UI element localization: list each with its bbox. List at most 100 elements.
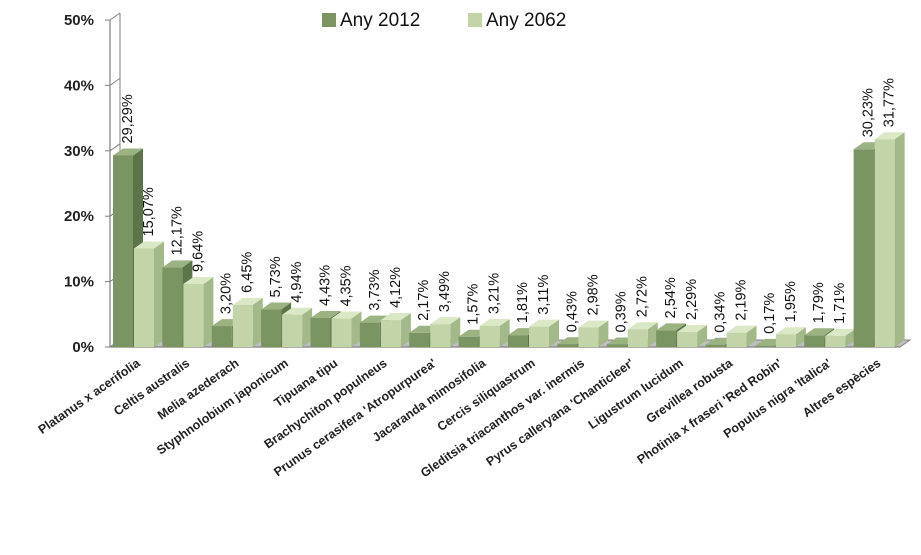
bar-2012-top [310, 311, 341, 319]
bar-2012-top [656, 323, 687, 331]
data-label-2012: 0,34% [713, 292, 729, 333]
y-tick-depth-line [109, 12, 121, 21]
bar-2012 [705, 344, 726, 347]
data-label-2012: 0,17% [762, 293, 778, 334]
bar-2062-side [894, 132, 905, 347]
bar-2062-side [351, 311, 362, 347]
bar-2062-top [529, 319, 559, 327]
bar-2062-top [825, 328, 856, 336]
data-label-2012: 4,43% [318, 265, 334, 306]
bar-2062 [578, 327, 599, 347]
bar-2062 [529, 326, 549, 347]
bar-2062-side [746, 325, 757, 347]
bar-2012 [853, 149, 874, 347]
data-label-2062: 15,07% [141, 187, 157, 236]
bar-2012 [211, 326, 232, 347]
bar-2062 [825, 335, 846, 347]
y-tick-label: 10% [64, 274, 94, 291]
data-label-2062: 3,11% [536, 275, 552, 315]
bar-2062-top [430, 317, 461, 325]
y-tick-label: 20% [64, 208, 94, 225]
bar-2062 [134, 248, 154, 347]
bar-2062-side [697, 325, 708, 347]
bar-2012 [162, 267, 183, 347]
bar-2062 [380, 320, 401, 347]
bar-2062 [331, 318, 352, 347]
bar-2012-top [113, 148, 143, 156]
data-label-2012: 30,23% [861, 88, 877, 137]
legend-label-2012: Any 2012 [340, 10, 420, 31]
bar-2012 [113, 155, 133, 347]
bar-2062-top [282, 307, 313, 315]
data-label-2012: 2,17% [416, 280, 432, 321]
bar-2062 [726, 332, 747, 347]
data-label-2062: 2,19% [734, 279, 750, 320]
data-label-2062: 4,94% [289, 261, 305, 302]
data-label-2062: 3,21% [487, 273, 503, 314]
bar-2062-top [183, 276, 214, 284]
bar-2062-side [252, 297, 263, 347]
data-label-2062: 2,29% [684, 279, 700, 320]
bar-2062 [677, 332, 698, 347]
bar-2062 [430, 324, 451, 347]
data-label-2012: 12,17% [169, 206, 185, 255]
data-label-2012: 0,43% [564, 291, 580, 332]
data-label-2012: 2,54% [663, 277, 679, 318]
legend-swatch-2062 [468, 13, 482, 27]
data-label-2062: 9,64% [190, 231, 206, 272]
data-label-2012: 3,73% [367, 269, 383, 310]
y-tick-label: 0% [72, 339, 94, 356]
bar-2062 [874, 139, 895, 347]
bar-2062-side [499, 319, 510, 347]
bar-2012 [656, 330, 677, 347]
y-tick-depth-line [109, 77, 121, 86]
bar-2062-top [578, 320, 609, 328]
bar-2062-side [302, 307, 313, 347]
bar-2012 [557, 344, 578, 347]
bar-2062-side [154, 241, 164, 347]
bar-2062-side [450, 317, 461, 347]
y-tick-label: 40% [64, 77, 94, 94]
data-label-2012: 1,81% [515, 282, 531, 323]
bar-2062-side [845, 328, 856, 347]
bar-2012 [458, 336, 479, 347]
bar-2062 [232, 304, 253, 347]
bar-2062-side [647, 322, 658, 347]
bar-2062 [627, 329, 648, 347]
bar-2062-top [232, 297, 263, 305]
bar-2012-top [261, 302, 292, 310]
x-tick-label: Grevillea robusta [644, 355, 737, 426]
bar-2012-top [162, 260, 193, 268]
data-label-2062: 1,71% [832, 283, 848, 324]
bar-2062-side [549, 319, 559, 347]
bar-2062-top [726, 325, 757, 333]
data-label-2062: 31,77% [882, 78, 898, 127]
x-tick-label: Melia azederach [155, 356, 242, 422]
y-tick-label: 30% [64, 143, 94, 160]
bar-2012 [409, 332, 430, 347]
bar-2012 [310, 318, 331, 347]
bar-2012 [508, 335, 528, 347]
bar-2062-top [134, 241, 164, 249]
data-label-2062: 4,12% [388, 267, 404, 308]
bar-2062-top [677, 325, 708, 333]
data-label-2062: 4,35% [339, 265, 355, 306]
data-label-2012: 29,29% [120, 94, 136, 143]
bar-2062-side [203, 276, 214, 347]
data-label-2062: 1,95% [783, 281, 799, 322]
bar-2062 [183, 283, 204, 347]
bar-2062-top [775, 327, 806, 335]
data-label-2012: 1,79% [811, 282, 827, 323]
data-label-2062: 2,98% [585, 274, 601, 315]
bar-2012-top [804, 328, 835, 336]
legend-swatch-2012 [322, 13, 336, 27]
data-label-2062: 3,49% [437, 271, 453, 312]
data-label-2012: 0,39% [614, 291, 630, 332]
bar-2062 [282, 314, 303, 347]
data-label-2062: 2,72% [635, 276, 651, 317]
bar-2012 [606, 344, 627, 347]
bar-2062-side [400, 313, 411, 347]
bar-2062-side [598, 320, 609, 347]
data-label-2012: 1,57% [466, 284, 482, 325]
